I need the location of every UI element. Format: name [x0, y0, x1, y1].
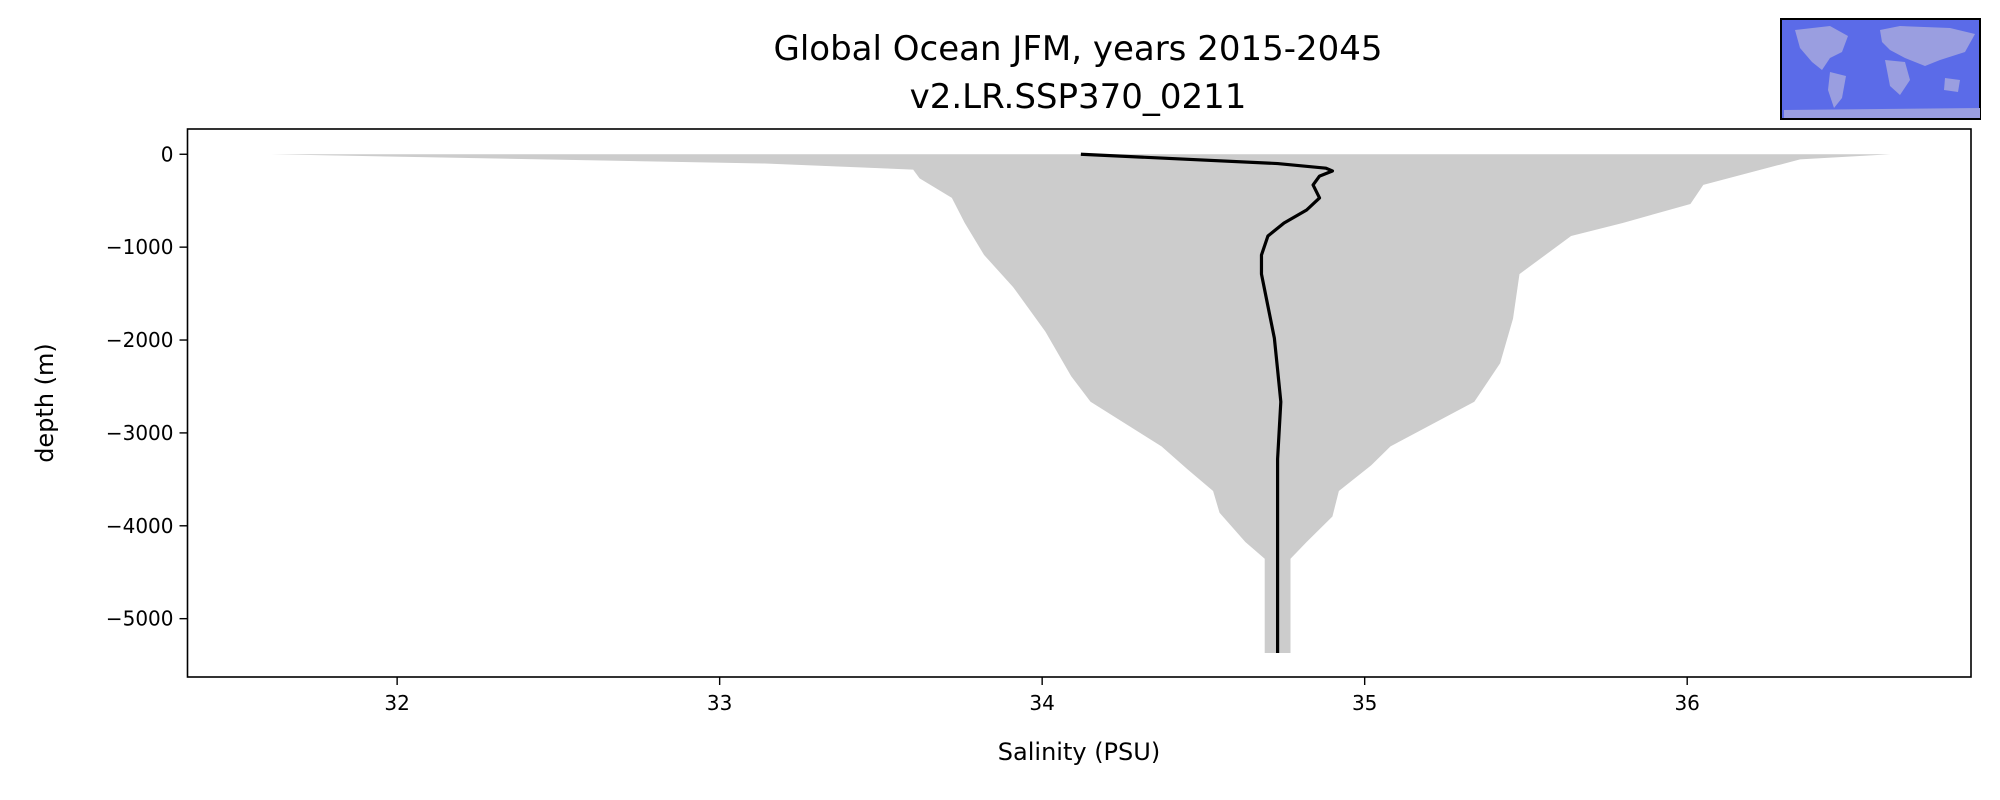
y-tick-label: −1000: [106, 235, 174, 259]
chart-subtitle: v2.LR.SSP370_0211: [910, 77, 1247, 117]
y-tick-label: −3000: [106, 421, 174, 445]
axes-frame: [186, 128, 1972, 678]
inset-land: [1784, 26, 1980, 118]
x-axis-label: Salinity (PSU): [998, 738, 1160, 766]
mean-line: [1080, 152, 1335, 654]
x-tick-label: 35: [1352, 691, 1377, 715]
x-axis: 32 33 34 35 36: [384, 677, 1700, 715]
x-tick-label: 36: [1674, 691, 1699, 715]
range-fill: [271, 154, 1891, 654]
x-tick-label: 32: [384, 691, 409, 715]
x-tick-label: 34: [1029, 691, 1054, 715]
x-tick-label: 33: [707, 691, 732, 715]
y-tick-label: 0: [161, 142, 174, 166]
plot-area: [271, 152, 1891, 654]
y-tick-label: −2000: [106, 328, 174, 352]
y-tick-label: −4000: [106, 514, 174, 538]
y-tick-label: −5000: [106, 607, 174, 631]
y-axis: 0 −1000 −2000 −3000 −4000 −5000: [106, 142, 188, 631]
y-axis-label: depth (m): [31, 343, 59, 463]
region-map-inset: [1780, 18, 1981, 120]
chart-title: Global Ocean JFM, years 2015-2045: [773, 29, 1382, 69]
